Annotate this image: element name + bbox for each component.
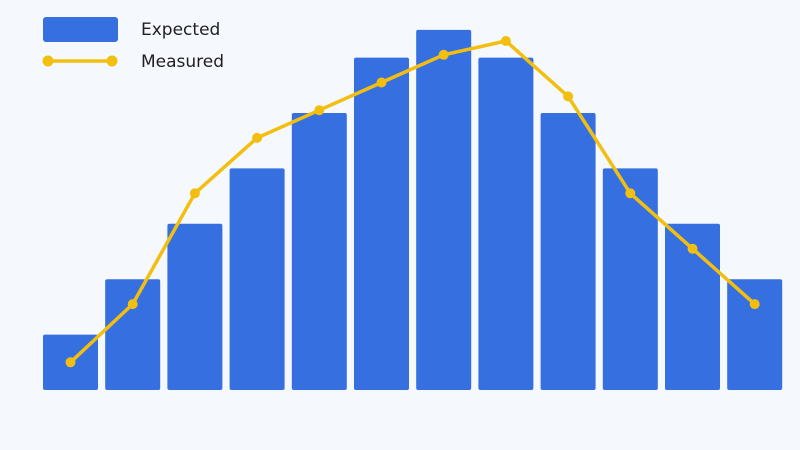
expected-bar bbox=[602, 168, 658, 390]
measured-point bbox=[65, 357, 76, 368]
legend: Expected Measured bbox=[42, 17, 224, 72]
measured-point bbox=[189, 188, 200, 199]
expected-bar bbox=[354, 57, 409, 390]
measured-point bbox=[563, 91, 574, 102]
line-layer bbox=[68, 39, 757, 365]
measured-point bbox=[314, 105, 325, 116]
expected-bar bbox=[540, 113, 596, 390]
measured-point bbox=[127, 299, 138, 310]
legend-measured-label: Measured bbox=[141, 52, 224, 72]
legend-expected-label: Expected bbox=[141, 20, 220, 40]
bars-layer bbox=[43, 29, 783, 391]
expected-bar bbox=[478, 57, 534, 390]
measured-point bbox=[687, 243, 698, 254]
measured-point bbox=[438, 49, 449, 60]
expected-bar bbox=[167, 223, 223, 390]
measured-point bbox=[749, 299, 760, 310]
expected-bar bbox=[727, 279, 783, 390]
expected-bar bbox=[105, 279, 161, 390]
measured-series-line bbox=[68, 39, 757, 365]
measured-point bbox=[625, 188, 636, 199]
expected-bar bbox=[665, 223, 720, 390]
legend-measured-marker-left bbox=[42, 55, 54, 67]
measured-point bbox=[252, 132, 263, 143]
points-layer bbox=[65, 36, 760, 368]
legend-measured-marker-right bbox=[106, 55, 118, 67]
expected-bar bbox=[291, 113, 347, 390]
measured-point bbox=[500, 36, 511, 46]
measured-point bbox=[376, 77, 387, 88]
legend-expected-swatch bbox=[43, 17, 118, 42]
expected-bar bbox=[229, 168, 285, 390]
expected-bar bbox=[416, 29, 472, 391]
